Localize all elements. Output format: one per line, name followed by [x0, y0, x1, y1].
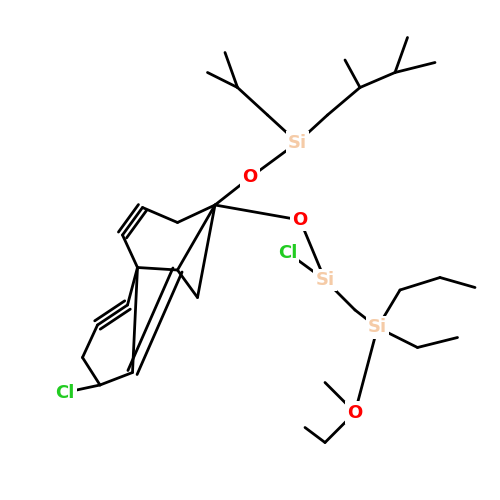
- Text: O: O: [292, 211, 308, 229]
- Text: Si: Si: [288, 134, 307, 152]
- Text: Si: Si: [368, 318, 387, 336]
- Text: O: O: [348, 404, 362, 421]
- Text: O: O: [242, 168, 258, 186]
- Text: Cl: Cl: [278, 244, 297, 262]
- Text: Si: Si: [316, 271, 334, 289]
- Text: Cl: Cl: [56, 384, 74, 402]
